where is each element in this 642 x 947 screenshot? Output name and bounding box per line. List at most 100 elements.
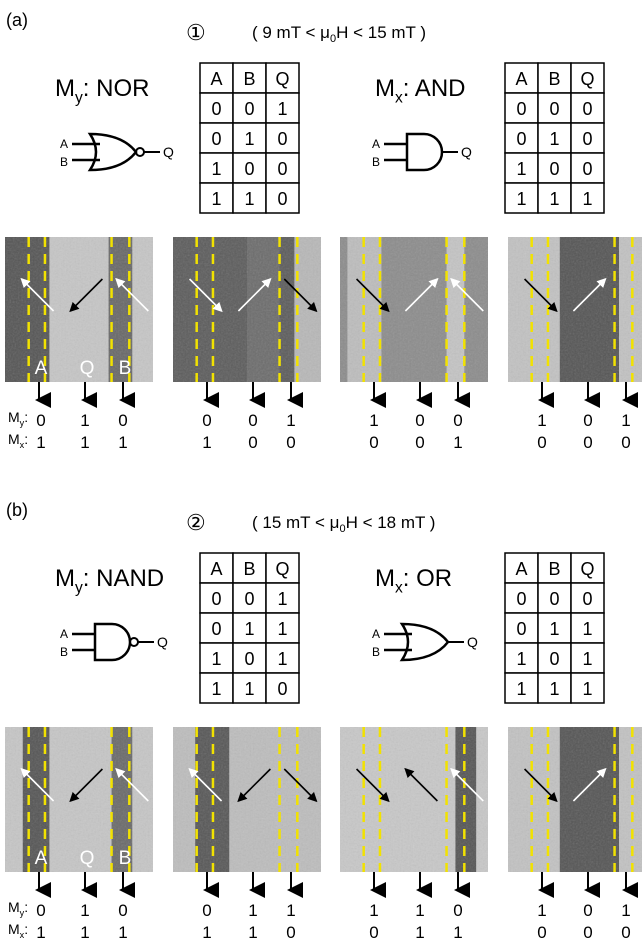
gate-body xyxy=(402,624,448,660)
gate-symbol: ABQ xyxy=(60,624,168,660)
condition-marker: ② xyxy=(186,510,206,535)
image-label: A xyxy=(35,848,48,869)
readout-value: 0 xyxy=(537,433,546,452)
table-cell-text: Q xyxy=(580,69,594,89)
gate-type: : NAND xyxy=(83,565,164,592)
pin-label: B xyxy=(372,645,380,659)
table-cell-text: 0 xyxy=(211,589,221,609)
pin-label: Q xyxy=(461,144,472,160)
table-cell-text: 0 xyxy=(277,189,287,209)
table-cell-text: A xyxy=(210,559,222,579)
condition-suffix: H < 18 mT ) xyxy=(346,513,436,532)
table-cell-text: 1 xyxy=(516,679,526,699)
table-cell-text: 0 xyxy=(211,99,221,119)
readout-value: 0 xyxy=(248,433,257,452)
domain-image xyxy=(173,727,321,872)
image-grain xyxy=(340,727,488,872)
table-cell-text: 1 xyxy=(277,649,287,669)
table-cell-text: 0 xyxy=(516,99,526,119)
readout-value: 0 xyxy=(286,433,295,452)
gate-name: Mx: AND xyxy=(375,75,465,107)
readout-value: 1 xyxy=(202,433,211,452)
readout-value: 1 xyxy=(36,433,45,452)
readout-value: 1 xyxy=(80,411,89,430)
table-cell-text: 1 xyxy=(549,679,559,699)
pin-label: A xyxy=(60,627,68,641)
panel-label: (b) xyxy=(6,500,28,520)
pin-label: A xyxy=(372,627,380,641)
readout-value: 1 xyxy=(118,433,127,452)
pin-label: Q xyxy=(157,634,168,650)
pin-label: A xyxy=(372,137,380,151)
table-cell-text: 0 xyxy=(277,159,287,179)
table-cell-text: 0 xyxy=(244,99,254,119)
table-cell-text: 0 xyxy=(549,99,559,119)
readout-label: Mx: xyxy=(8,921,28,940)
table-cell-text: 1 xyxy=(211,679,221,699)
readout-value: 1 xyxy=(286,901,295,920)
image-label: B xyxy=(119,358,132,379)
readout-value: 0 xyxy=(621,433,630,452)
table-cell-text: 1 xyxy=(277,589,287,609)
table-cell-text: 1 xyxy=(211,189,221,209)
gate-type: : AND xyxy=(403,75,466,102)
table-cell-text: 1 xyxy=(244,619,254,639)
table-cell-text: 1 xyxy=(582,679,592,699)
symbol: M xyxy=(55,565,75,592)
readout-value: 0 xyxy=(583,923,592,942)
image-label: Q xyxy=(80,358,95,379)
table-cell-text: 1 xyxy=(277,619,287,639)
table-cell-text: 0 xyxy=(516,129,526,149)
table-cell-text: 0 xyxy=(277,679,287,699)
table-cell-text: A xyxy=(515,559,527,579)
readout-value: 0 xyxy=(248,411,257,430)
pin-label: B xyxy=(372,155,380,169)
readout-sep: : xyxy=(24,431,28,447)
domain-image xyxy=(508,237,642,382)
readout-label: My: xyxy=(8,899,28,918)
image-label: Q xyxy=(80,848,95,869)
condition-suffix: H < 15 mT ) xyxy=(336,23,426,42)
table-cell-text: 1 xyxy=(549,129,559,149)
readout-value: 0 xyxy=(369,923,378,942)
readout-value: 1 xyxy=(537,411,546,430)
gate-type: : OR xyxy=(403,565,452,592)
image-grain xyxy=(173,237,321,382)
table-cell-text: 0 xyxy=(244,649,254,669)
domain-image xyxy=(340,727,488,872)
readout-value: 0 xyxy=(453,411,462,430)
readout-value: 0 xyxy=(286,923,295,942)
table-cell-text: 0 xyxy=(549,589,559,609)
table-cell-text: 0 xyxy=(277,129,287,149)
image-label: B xyxy=(119,848,132,869)
gate-body xyxy=(90,134,136,170)
table-cell-text: 0 xyxy=(244,589,254,609)
table-cell-text: 1 xyxy=(582,649,592,669)
readout-value: 1 xyxy=(415,923,424,942)
readout-sep: : xyxy=(24,899,28,915)
readout-value: 0 xyxy=(118,901,127,920)
symbol: M xyxy=(375,75,395,102)
readout-value: 1 xyxy=(36,923,45,942)
condition-prefix: ( 9 mT < μ xyxy=(252,23,330,42)
readout-value: 1 xyxy=(80,901,89,920)
gate-symbol: ABQ xyxy=(372,624,478,660)
readout-value: 0 xyxy=(118,411,127,430)
image-label: A xyxy=(35,358,48,379)
pin-label: B xyxy=(60,155,68,169)
readout-value: 0 xyxy=(583,433,592,452)
symbol: M xyxy=(8,899,20,915)
table-cell-text: A xyxy=(515,69,527,89)
table-cell-text: 1 xyxy=(582,619,592,639)
readout-value: 1 xyxy=(202,923,211,942)
gate-name: Mx: OR xyxy=(375,565,452,597)
table-cell-text: 1 xyxy=(211,159,221,179)
readout-value: 0 xyxy=(36,901,45,920)
condition-prefix: ( 15 mT < μ xyxy=(252,513,339,532)
readout-value: 1 xyxy=(621,411,630,430)
table-cell-text: Q xyxy=(580,559,594,579)
gate-symbol: ABQ xyxy=(60,134,174,170)
symbol: M xyxy=(8,921,20,937)
table-cell-text: 0 xyxy=(211,129,221,149)
